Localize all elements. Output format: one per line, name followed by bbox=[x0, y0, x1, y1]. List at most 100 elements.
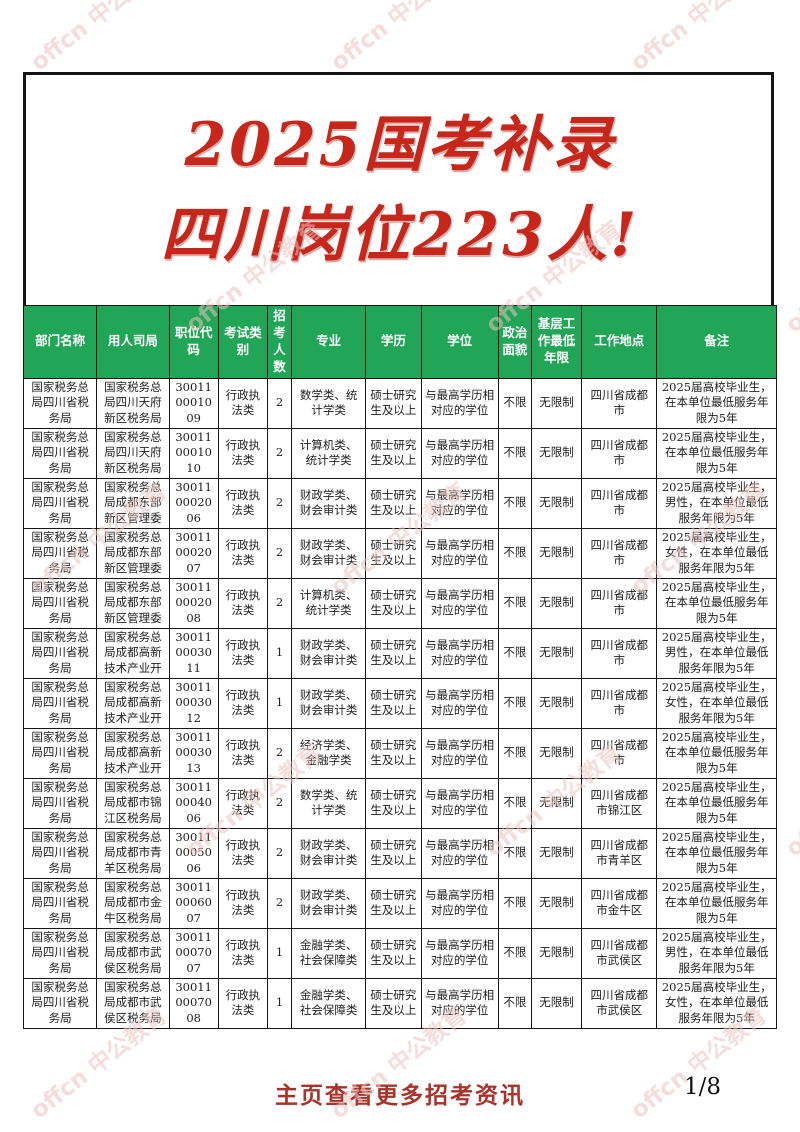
cell-work_location: 四川省成都市 bbox=[581, 477, 658, 529]
header-cell-grassroots_experience: 基层工作最低年限 bbox=[530, 305, 583, 379]
cell-education: 硕士研究生及以上 bbox=[365, 777, 422, 829]
table-row: 国家税务总局四川省税务局 国家税务总局成都市青羊区税务局 300110005006 行… bbox=[22, 827, 777, 879]
cell-exam_category: 行政执法类 bbox=[217, 527, 268, 579]
cell-work_location: 四川省成都市 bbox=[581, 427, 658, 479]
cell-remarks: 2025届高校毕业生，男性，在本单位最低服务年限为5年 bbox=[656, 927, 777, 979]
cell-education: 硕士研究生及以上 bbox=[365, 377, 422, 429]
cell-remarks: 2025届高校毕业生，女性，在本单位最低服务年限为5年 bbox=[656, 527, 777, 579]
cell-exam_category: 行政执法类 bbox=[217, 977, 268, 1029]
cell-grassroots_experience: 无限制 bbox=[530, 777, 583, 829]
cell-grassroots_experience: 无限制 bbox=[530, 727, 583, 779]
cell-position_code: 300110003011 bbox=[168, 627, 219, 679]
table-row: 国家税务总局四川省税务局 国家税务总局成都市武侯区税务局 300110007007 行… bbox=[22, 927, 777, 979]
cell-remarks: 2025届高校毕业生，男性，在本单位最低服务年限为5年 bbox=[656, 477, 777, 529]
watermark-text: offcn 中公教育 bbox=[326, 0, 472, 77]
cell-openings: 2 bbox=[266, 827, 293, 879]
cell-department: 国家税务总局四川省税务局 bbox=[22, 777, 98, 829]
cell-political_status: 不限 bbox=[497, 677, 532, 729]
cell-grassroots_experience: 无限制 bbox=[530, 677, 583, 729]
cell-education: 硕士研究生及以上 bbox=[365, 677, 422, 729]
cell-exam_category: 行政执法类 bbox=[217, 477, 268, 529]
cell-work_location: 四川省成都市锦江区 bbox=[581, 777, 658, 829]
cell-grassroots_experience: 无限制 bbox=[530, 577, 583, 629]
cell-exam_category: 行政执法类 bbox=[217, 577, 268, 629]
cell-grassroots_experience: 无限制 bbox=[530, 477, 583, 529]
table-row: 国家税务总局四川省税务局 国家税务总局四川天府新区税务局 300110001010 行… bbox=[22, 427, 777, 479]
cell-work_location: 四川省成都市 bbox=[581, 727, 658, 779]
cell-education: 硕士研究生及以上 bbox=[365, 627, 422, 679]
cell-education: 硕士研究生及以上 bbox=[365, 427, 422, 479]
cell-work_location: 四川省成都市武侯区 bbox=[581, 927, 658, 979]
title-line-2: 四川岗位223人! bbox=[160, 200, 640, 270]
cell-exam_category: 行政执法类 bbox=[217, 777, 268, 829]
cell-department: 国家税务总局四川省税务局 bbox=[22, 977, 98, 1029]
cell-openings: 2 bbox=[266, 377, 293, 429]
cell-education: 硕士研究生及以上 bbox=[365, 827, 422, 879]
cell-department: 国家税务总局四川省税务局 bbox=[22, 577, 98, 629]
cell-political_status: 不限 bbox=[497, 977, 532, 1029]
cell-remarks: 2025届高校毕业生，在本单位最低服务年限为5年 bbox=[656, 827, 777, 879]
cell-bureau: 国家税务总局成都东部新区管理委 bbox=[96, 527, 170, 579]
cell-grassroots_experience: 无限制 bbox=[530, 877, 583, 929]
cell-remarks: 2025届高校毕业生，男性，在本单位最低服务年限为5年 bbox=[656, 627, 777, 679]
table-body: 国家税务总局四川省税务局 国家税务总局四川天府新区税务局 300110001009 行… bbox=[22, 377, 777, 1029]
table-header: 部门名称 用人司局 职位代码 考试类别 招考人数 专业 学历 学位 政治面貌 基层工作最低年限 工作… bbox=[22, 305, 777, 379]
cell-political_status: 不限 bbox=[497, 627, 532, 679]
cell-education: 硕士研究生及以上 bbox=[365, 577, 422, 629]
table-row: 国家税务总局四川省税务局 国家税务总局成都东部新区管理委 300110002006 行… bbox=[22, 477, 777, 529]
cell-bureau: 国家税务总局成都市武侯区税务局 bbox=[96, 927, 170, 979]
cell-department: 国家税务总局四川省税务局 bbox=[22, 677, 98, 729]
cell-education: 硕士研究生及以上 bbox=[365, 727, 422, 779]
cell-major: 财政学类、财会审计类 bbox=[291, 477, 367, 529]
cell-degree: 与最高学历相对应的学位 bbox=[420, 677, 499, 729]
cell-work_location: 四川省成都市青羊区 bbox=[581, 827, 658, 879]
header-cell-exam_category: 考试类别 bbox=[217, 305, 268, 379]
cell-department: 国家税务总局四川省税务局 bbox=[22, 527, 98, 579]
table-row: 国家税务总局四川省税务局 国家税务总局成都市金牛区税务局 300110006007 行… bbox=[22, 877, 777, 929]
cell-position_code: 300110002007 bbox=[168, 527, 219, 579]
cell-bureau: 国家税务总局成都东部新区管理委 bbox=[96, 477, 170, 529]
table-row: 国家税务总局四川省税务局 国家税务总局成都高新技术产业开 300110003013 行… bbox=[22, 727, 777, 779]
cell-major: 金融学类、社会保障类 bbox=[291, 977, 367, 1029]
cell-degree: 与最高学历相对应的学位 bbox=[420, 527, 499, 579]
cell-work_location: 四川省成都市金牛区 bbox=[581, 877, 658, 929]
cell-grassroots_experience: 无限制 bbox=[530, 627, 583, 679]
cell-education: 硕士研究生及以上 bbox=[365, 477, 422, 529]
cell-remarks: 2025届高校毕业生，在本单位最低服务年限为5年 bbox=[656, 727, 777, 779]
header-cell-work_location: 工作地点 bbox=[581, 305, 658, 379]
cell-grassroots_experience: 无限制 bbox=[530, 827, 583, 879]
recruitment-table: 部门名称 用人司局 职位代码 考试类别 招考人数 专业 学历 学位 政治面貌 基层工作最低年限 工作… bbox=[22, 305, 777, 1029]
cell-openings: 2 bbox=[266, 727, 293, 779]
cell-department: 国家税务总局四川省税务局 bbox=[22, 827, 98, 879]
cell-position_code: 300110001009 bbox=[168, 377, 219, 429]
cell-position_code: 300110005006 bbox=[168, 827, 219, 879]
cell-bureau: 国家税务总局成都市金牛区税务局 bbox=[96, 877, 170, 929]
page-title: 2025国考补录 四川岗位223人! bbox=[23, 100, 777, 280]
cell-grassroots_experience: 无限制 bbox=[530, 927, 583, 979]
cell-department: 国家税务总局四川省税务局 bbox=[22, 477, 98, 529]
cell-major: 财政学类、财会审计类 bbox=[291, 877, 367, 929]
watermark-text: offcn 中公教育 bbox=[26, 0, 172, 77]
cell-education: 硕士研究生及以上 bbox=[365, 527, 422, 579]
cell-degree: 与最高学历相对应的学位 bbox=[420, 727, 499, 779]
watermark-text: offcn 中公教育 bbox=[626, 0, 772, 77]
cell-work_location: 四川省成都市 bbox=[581, 377, 658, 429]
cell-degree: 与最高学历相对应的学位 bbox=[420, 477, 499, 529]
cell-exam_category: 行政执法类 bbox=[217, 877, 268, 929]
table-row: 国家税务总局四川省税务局 国家税务总局成都市武侯区税务局 300110007008 行… bbox=[22, 977, 777, 1029]
cell-grassroots_experience: 无限制 bbox=[530, 977, 583, 1029]
header-cell-education: 学历 bbox=[365, 305, 422, 379]
cell-openings: 2 bbox=[266, 527, 293, 579]
cell-openings: 1 bbox=[266, 677, 293, 729]
cell-remarks: 2025届高校毕业生，在本单位最低服务年限为5年 bbox=[656, 777, 777, 829]
cell-position_code: 300110003013 bbox=[168, 727, 219, 779]
cell-degree: 与最高学历相对应的学位 bbox=[420, 777, 499, 829]
cell-openings: 2 bbox=[266, 427, 293, 479]
cell-political_status: 不限 bbox=[497, 477, 532, 529]
cell-work_location: 四川省成都市 bbox=[581, 577, 658, 629]
cell-political_status: 不限 bbox=[497, 527, 532, 579]
cell-political_status: 不限 bbox=[497, 927, 532, 979]
cell-major: 财政学类、财会审计类 bbox=[291, 827, 367, 879]
cell-major: 经济学类、金融学类 bbox=[291, 727, 367, 779]
cell-exam_category: 行政执法类 bbox=[217, 627, 268, 679]
